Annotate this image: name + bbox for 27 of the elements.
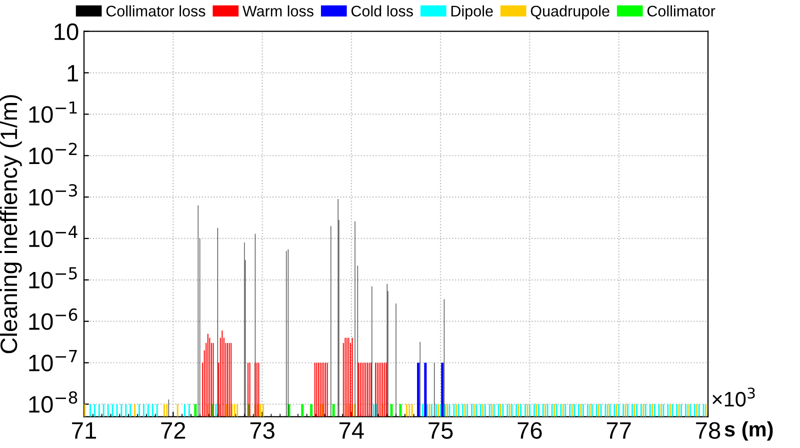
y-tick-label: 1 bbox=[68, 65, 78, 82]
y-tick-label: 10 bbox=[54, 23, 78, 40]
y-tick-label: 10$^{−7}$ bbox=[29, 350, 77, 372]
y-tick-label: 10$^{−2}$ bbox=[29, 142, 77, 164]
legend-label: Collimator loss bbox=[106, 5, 206, 17]
x-tick-label: 78 bbox=[696, 422, 720, 439]
x-tick-label: 75 bbox=[428, 422, 453, 439]
y-tick-label: 10$^{−6}$ bbox=[29, 308, 78, 330]
y-tick-label: 10$^{−3}$ bbox=[29, 184, 77, 206]
x-tick-label: 71 bbox=[72, 422, 96, 439]
x-tick-label: 72 bbox=[161, 422, 186, 439]
y-tick-label: 10$^{−1}$ bbox=[29, 102, 77, 123]
y-tick-label: 10$^{−8}$ bbox=[29, 391, 78, 413]
y-tick-label: 10$^{−4}$ bbox=[29, 226, 78, 248]
legend-label: Dipole bbox=[451, 5, 493, 20]
y-axis-title: Cleaning ineffiency (1/m) bbox=[0, 95, 22, 354]
text: ×10$^{3}$ bbox=[712, 388, 755, 407]
x-tick-label: 76 bbox=[518, 422, 542, 439]
x-tick-label: 73 bbox=[250, 422, 274, 439]
x-tick-label: 74 bbox=[340, 422, 364, 439]
x-tick-label: 77 bbox=[606, 422, 631, 439]
legend-label: Warm loss bbox=[242, 5, 314, 17]
legend-label: Quadrupole bbox=[530, 5, 610, 20]
legend-label: Cold loss bbox=[351, 5, 413, 17]
y-tick-label: 10$^{−5}$ bbox=[29, 267, 77, 289]
legend-label: Collimator bbox=[647, 5, 716, 17]
x-axis-title: s (m) bbox=[724, 421, 773, 441]
